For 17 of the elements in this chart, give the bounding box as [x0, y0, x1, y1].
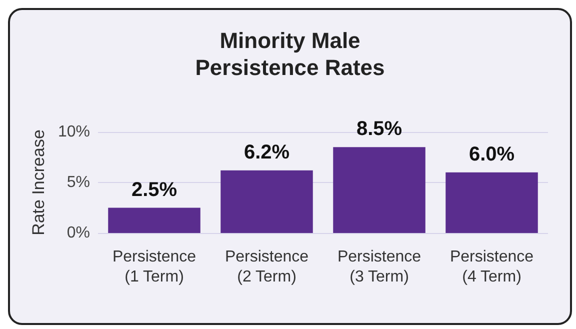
data-label: 6.2%: [244, 141, 290, 164]
x-tick-label: Persistence (2 Term): [224, 248, 309, 286]
bar: [108, 208, 200, 233]
chart-title: Minority Male Persistence Rates: [195, 28, 385, 80]
y-tick-label: 5%: [66, 174, 90, 191]
y-tick-label: 0%: [66, 224, 90, 242]
bar: [333, 147, 426, 233]
x-tick-label: Persistence (4 Term): [450, 248, 534, 286]
data-label: 8.5%: [356, 118, 402, 140]
y-tick-label: 10%: [58, 124, 90, 140]
y-axis-title: Rate Increase: [29, 130, 48, 236]
data-label: 2.5%: [131, 178, 178, 201]
bar: [446, 172, 538, 233]
bar: [220, 170, 313, 233]
x-tick-label: Persistence (1 Term): [112, 248, 196, 286]
x-tick-label: Persistence (3 Term): [337, 248, 422, 286]
data-label: 6.0%: [468, 143, 515, 166]
